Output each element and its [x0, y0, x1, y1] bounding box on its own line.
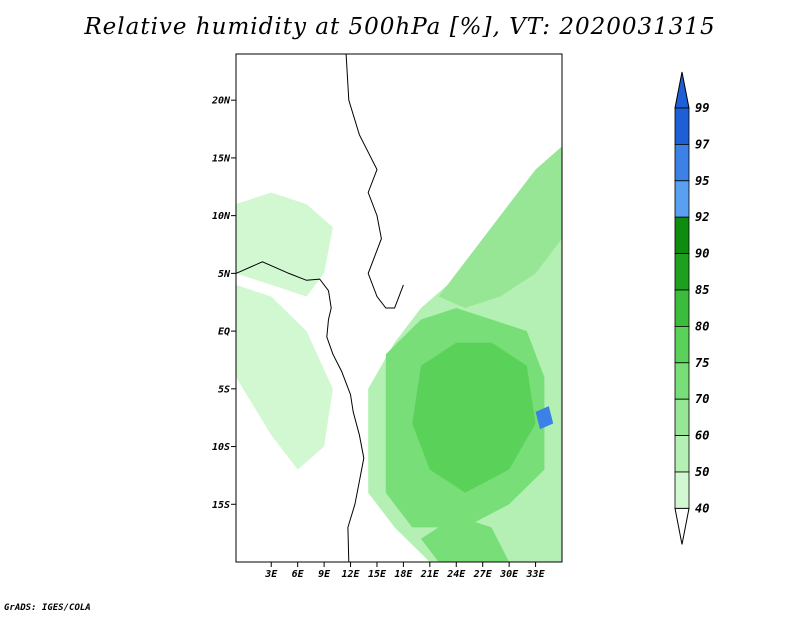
colorbar-label: 40: [695, 501, 709, 515]
map-lines: [235, 53, 404, 563]
colorbar-under-triangle: [674, 507, 690, 545]
lat-label: 15N: [212, 153, 231, 164]
country-boundary-0: [345, 53, 404, 309]
lat-label: EQ: [218, 327, 230, 338]
lon-label: 12E: [342, 569, 361, 580]
colorbar-label: 97: [695, 137, 710, 151]
humidity-field-northeast-plume: [438, 146, 562, 308]
colorbar-label: 75: [695, 356, 709, 370]
lon-label: 21E: [420, 569, 440, 580]
colorbar-label: 80: [695, 319, 709, 333]
humidity-field-lake-region-blue: [535, 406, 554, 430]
colorbar-label: 85: [695, 283, 709, 297]
lat-label: 10S: [212, 442, 230, 453]
colorbar-segment: [674, 253, 690, 291]
colorbar-segment: [674, 471, 690, 509]
lat-label: 5S: [218, 384, 230, 395]
humidity-field-atlantic-patch: [236, 284, 333, 470]
lat-label: 20N: [211, 96, 231, 107]
lon-label: 9E: [318, 569, 331, 580]
colorbar-label: 99: [695, 101, 709, 115]
colorbar-segment: [674, 325, 690, 364]
colorbar-segment: [674, 180, 690, 218]
map-frame: [235, 53, 563, 563]
colorbar-segment: [674, 398, 690, 437]
colorbar-segment: [674, 216, 690, 254]
lon-label: 30E: [499, 569, 519, 580]
colorbar-segment: [674, 362, 690, 400]
colorbar-label: 60: [695, 429, 709, 443]
colorbar-label: 92: [695, 210, 709, 224]
colorbar-label: 95: [695, 174, 709, 188]
humidity-field-southern-plume: [421, 515, 510, 562]
lon-label: 33E: [526, 569, 546, 580]
grads-credit: GrADS: IGES/COLA: [4, 603, 91, 613]
colorbar: 99 97 95 92 90 85 80 75 70 60 50 40: [674, 71, 710, 545]
lon-label: 15E: [368, 569, 387, 580]
colorbar-label: 50: [695, 465, 709, 479]
colorbar-segment: [674, 143, 690, 182]
longitude-axis: 3E 6E 9E 12E 15E 18E 21E 24E 27E 30E 33E: [264, 562, 546, 580]
colorbar-label: 70: [695, 392, 709, 406]
lat-label: 5N: [218, 269, 231, 280]
humidity-fields: [236, 146, 562, 562]
lon-label: 6E: [292, 569, 305, 580]
lat-label: 10N: [212, 211, 231, 222]
colorbar-segment: [674, 289, 690, 327]
humidity-field-west-coast-band: [236, 192, 333, 297]
lon-label: 3E: [264, 569, 278, 580]
colorbar-segment: [674, 435, 690, 473]
coastline-0: [235, 261, 365, 563]
colorbar-label: 90: [695, 247, 709, 261]
lon-label: 18E: [394, 569, 413, 580]
lon-label: 27E: [473, 569, 493, 580]
lat-label: 15S: [212, 500, 230, 511]
latitude-axis: 20N 15N 10N 5N EQ 5S 10S 15S: [211, 96, 236, 511]
humidity-field-congo-core: [412, 342, 536, 493]
colorbar-segment: [674, 107, 690, 145]
lon-label: 24E: [446, 569, 466, 580]
chart-title: Relative humidity at 500hPa [%], VT: 202…: [84, 14, 716, 40]
colorbar-over-triangle: [674, 71, 690, 109]
